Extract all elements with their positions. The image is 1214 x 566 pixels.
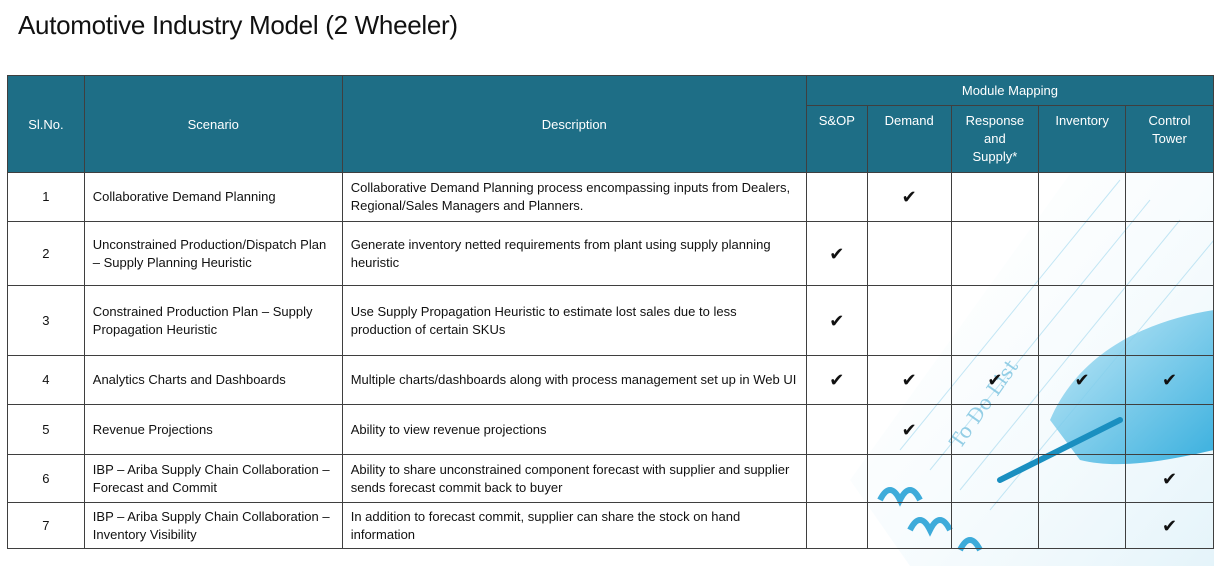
check-demand: ✔ xyxy=(866,404,952,455)
check-inventory xyxy=(1038,221,1127,286)
check-response-supply xyxy=(950,172,1040,222)
row-number: 2 xyxy=(7,221,85,286)
check-control-tower xyxy=(1125,404,1214,455)
table-row: 6 IBP – Ariba Supply Chain Collaboration… xyxy=(7,454,1214,503)
automotive-model-table: Sl.No. Scenario Description Module Mappi… xyxy=(7,75,1214,549)
row-description: Collaborative Demand Planning process en… xyxy=(341,172,807,222)
row-description: Generate inventory netted requirements f… xyxy=(341,221,807,286)
check-control-tower: ✔ xyxy=(1125,355,1214,405)
row-description: In addition to forecast commit, supplier… xyxy=(341,502,807,549)
check-sop xyxy=(805,454,868,503)
row-description: Use Supply Propagation Heuristic to esti… xyxy=(341,285,807,356)
check-demand: ✔ xyxy=(866,355,952,405)
check-demand xyxy=(866,502,952,549)
header-module-mapping: Module Mapping xyxy=(805,75,1214,106)
header-module-sop: S&OP xyxy=(805,105,868,173)
check-demand: ✔ xyxy=(866,172,952,222)
row-scenario: Constrained Production Plan – Supply Pro… xyxy=(83,285,343,356)
header-description: Description xyxy=(341,75,807,173)
row-number: 6 xyxy=(7,454,85,503)
row-number: 4 xyxy=(7,355,85,405)
table-row: 7 IBP – Ariba Supply Chain Collaboration… xyxy=(7,502,1214,549)
check-control-tower xyxy=(1125,172,1214,222)
row-number: 3 xyxy=(7,285,85,356)
check-response-supply: ✔ xyxy=(950,355,1040,405)
check-demand xyxy=(866,221,952,286)
check-control-tower xyxy=(1125,221,1214,286)
table-row: 1 Collaborative Demand Planning Collabor… xyxy=(7,172,1214,222)
check-inventory xyxy=(1038,172,1127,222)
check-demand xyxy=(866,454,952,503)
table-row: 2 Unconstrained Production/Dispatch Plan… xyxy=(7,221,1214,286)
row-scenario: Collaborative Demand Planning xyxy=(83,172,343,222)
row-description: Ability to share unconstrained component… xyxy=(341,454,807,503)
check-sop xyxy=(805,172,868,222)
check-response-supply xyxy=(950,454,1040,503)
header-module-inventory: Inventory xyxy=(1038,105,1127,173)
check-inventory: ✔ xyxy=(1038,355,1127,405)
header-module-response-supply: Response and Supply* xyxy=(950,105,1040,173)
check-sop: ✔ xyxy=(805,285,868,356)
row-scenario: IBP – Ariba Supply Chain Collaboration –… xyxy=(83,502,343,549)
header-scenario: Scenario xyxy=(83,75,343,173)
row-description: Ability to view revenue projections xyxy=(341,404,807,455)
table-row: 4 Analytics Charts and Dashboards Multip… xyxy=(7,355,1214,405)
check-response-supply xyxy=(950,502,1040,549)
check-sop xyxy=(805,502,868,549)
page-title: Automotive Industry Model (2 Wheeler) xyxy=(18,10,458,40)
row-scenario: Unconstrained Production/Dispatch Plan –… xyxy=(83,221,343,286)
check-response-supply xyxy=(950,404,1040,455)
check-sop: ✔ xyxy=(805,355,868,405)
check-inventory xyxy=(1038,285,1127,356)
row-number: 5 xyxy=(7,404,85,455)
check-inventory xyxy=(1038,502,1127,549)
table-row: 5 Revenue Projections Ability to view re… xyxy=(7,404,1214,455)
row-description: Multiple charts/dashboards along with pr… xyxy=(341,355,807,405)
table-row: 3 Constrained Production Plan – Supply P… xyxy=(7,285,1214,356)
check-inventory xyxy=(1038,404,1127,455)
row-number: 7 xyxy=(7,502,85,549)
check-inventory xyxy=(1038,454,1127,503)
row-number: 1 xyxy=(7,172,85,222)
header-module-control-tower: Control Tower xyxy=(1125,105,1214,173)
row-scenario: IBP – Ariba Supply Chain Collaboration –… xyxy=(83,454,343,503)
row-scenario: Revenue Projections xyxy=(83,404,343,455)
check-sop xyxy=(805,404,868,455)
check-control-tower xyxy=(1125,285,1214,356)
header-module-demand: Demand xyxy=(866,105,952,173)
row-scenario: Analytics Charts and Dashboards xyxy=(83,355,343,405)
check-response-supply xyxy=(950,221,1040,286)
check-demand xyxy=(866,285,952,356)
check-sop: ✔ xyxy=(805,221,868,286)
check-control-tower: ✔ xyxy=(1125,454,1214,503)
header-slno: Sl.No. xyxy=(7,75,85,173)
check-response-supply xyxy=(950,285,1040,356)
check-control-tower: ✔ xyxy=(1125,502,1214,549)
